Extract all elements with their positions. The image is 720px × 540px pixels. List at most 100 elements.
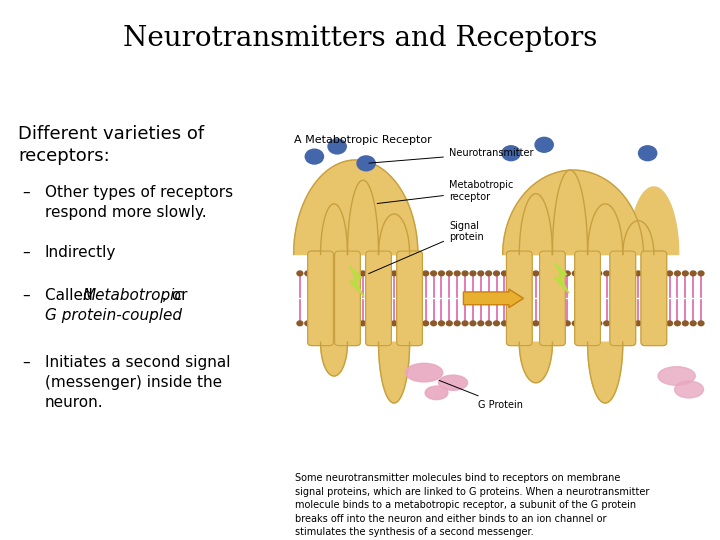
Circle shape — [588, 321, 594, 326]
Circle shape — [384, 271, 390, 276]
FancyBboxPatch shape — [610, 251, 636, 346]
Circle shape — [535, 137, 553, 152]
Circle shape — [438, 271, 444, 276]
Circle shape — [462, 321, 468, 326]
Circle shape — [415, 271, 420, 276]
Circle shape — [454, 271, 460, 276]
Polygon shape — [350, 266, 364, 296]
Text: Some neurotransmitter molecules bind to receptors on membrane
signal proteins, w: Some neurotransmitter molecules bind to … — [295, 473, 649, 537]
Circle shape — [627, 271, 633, 276]
Circle shape — [486, 321, 492, 326]
Polygon shape — [623, 221, 654, 254]
Circle shape — [328, 321, 334, 326]
Circle shape — [675, 321, 680, 326]
Polygon shape — [320, 204, 348, 254]
Circle shape — [392, 321, 397, 326]
Circle shape — [494, 321, 500, 326]
FancyBboxPatch shape — [575, 251, 600, 346]
Circle shape — [423, 321, 428, 326]
Text: Neurotransmitters and Receptors: Neurotransmitters and Receptors — [123, 25, 597, 52]
Circle shape — [470, 321, 476, 326]
FancyBboxPatch shape — [539, 251, 565, 346]
Circle shape — [580, 321, 586, 326]
Circle shape — [533, 271, 539, 276]
Circle shape — [320, 321, 326, 326]
Circle shape — [502, 146, 520, 161]
Circle shape — [344, 271, 350, 276]
Circle shape — [564, 321, 570, 326]
FancyBboxPatch shape — [335, 251, 360, 346]
Circle shape — [305, 271, 310, 276]
Text: G Protein: G Protein — [439, 380, 523, 410]
Circle shape — [596, 271, 602, 276]
FancyBboxPatch shape — [575, 251, 600, 346]
FancyBboxPatch shape — [366, 251, 392, 346]
Circle shape — [588, 271, 594, 276]
Circle shape — [675, 271, 680, 276]
Circle shape — [368, 321, 374, 326]
Text: G protein-coupled: G protein-coupled — [45, 308, 182, 323]
Circle shape — [336, 271, 342, 276]
Circle shape — [407, 321, 413, 326]
Circle shape — [470, 271, 476, 276]
FancyBboxPatch shape — [641, 251, 667, 346]
Polygon shape — [519, 194, 552, 254]
FancyBboxPatch shape — [539, 251, 565, 346]
Circle shape — [431, 271, 436, 276]
Circle shape — [438, 321, 444, 326]
FancyBboxPatch shape — [307, 251, 333, 346]
Circle shape — [525, 321, 531, 326]
Circle shape — [446, 271, 452, 276]
Ellipse shape — [675, 381, 703, 398]
Circle shape — [352, 321, 358, 326]
Circle shape — [478, 271, 484, 276]
Circle shape — [604, 271, 610, 276]
Circle shape — [446, 321, 452, 326]
Circle shape — [683, 321, 688, 326]
Circle shape — [415, 321, 420, 326]
Circle shape — [423, 271, 428, 276]
Circle shape — [659, 271, 665, 276]
Circle shape — [690, 271, 696, 276]
Circle shape — [541, 321, 546, 326]
FancyBboxPatch shape — [397, 251, 423, 346]
Circle shape — [572, 321, 578, 326]
Circle shape — [431, 321, 436, 326]
Circle shape — [344, 321, 350, 326]
Circle shape — [509, 271, 516, 276]
Circle shape — [549, 271, 554, 276]
Text: Other types of receptors
respond more slowly.: Other types of receptors respond more sl… — [45, 185, 233, 220]
Text: , or: , or — [162, 288, 187, 303]
Circle shape — [639, 146, 657, 161]
Ellipse shape — [405, 363, 443, 382]
Circle shape — [651, 271, 657, 276]
Circle shape — [305, 149, 323, 164]
Circle shape — [509, 321, 516, 326]
Circle shape — [635, 321, 641, 326]
Polygon shape — [554, 263, 569, 293]
Circle shape — [357, 156, 375, 171]
Text: –: – — [22, 288, 30, 303]
Text: Signal
protein: Signal protein — [369, 221, 484, 274]
Circle shape — [517, 271, 523, 276]
Text: Different varieties of
receptors:: Different varieties of receptors: — [18, 125, 204, 165]
FancyBboxPatch shape — [335, 251, 360, 346]
Circle shape — [525, 271, 531, 276]
Circle shape — [651, 321, 657, 326]
Circle shape — [619, 321, 625, 326]
Circle shape — [619, 271, 625, 276]
Text: Metabotropic: Metabotropic — [83, 288, 184, 303]
Ellipse shape — [658, 367, 696, 385]
Polygon shape — [320, 342, 348, 376]
Circle shape — [297, 271, 303, 276]
Circle shape — [683, 271, 688, 276]
FancyBboxPatch shape — [366, 251, 392, 346]
Circle shape — [580, 271, 586, 276]
Circle shape — [478, 321, 484, 326]
Polygon shape — [503, 170, 644, 254]
Polygon shape — [629, 187, 679, 254]
Circle shape — [399, 271, 405, 276]
Polygon shape — [552, 170, 588, 254]
Circle shape — [604, 321, 610, 326]
Circle shape — [564, 271, 570, 276]
